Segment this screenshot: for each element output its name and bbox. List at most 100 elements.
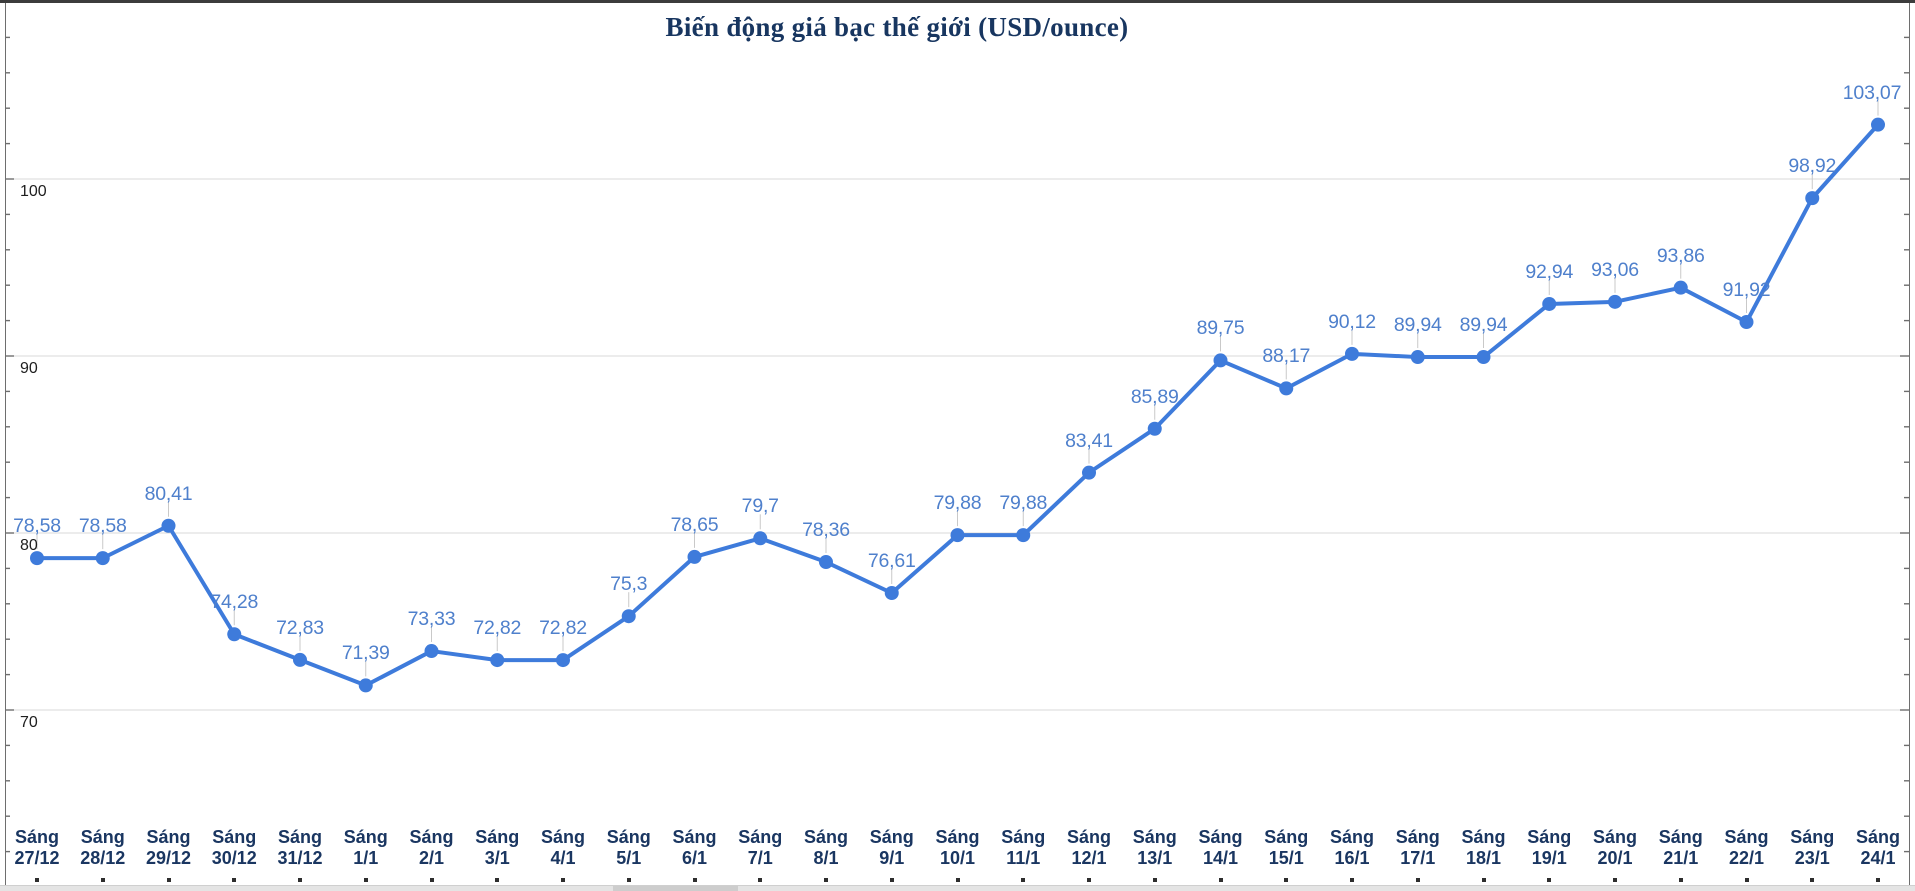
x-axis-tick-dot	[1350, 878, 1354, 882]
data-point-label: 79,7	[741, 495, 779, 518]
data-point-dot[interactable]	[293, 652, 307, 667]
x-label-prefix: Sáng	[803, 827, 848, 847]
x-axis-label: Sáng 22/1	[1707, 827, 1787, 869]
data-point-label: 71,39	[341, 642, 390, 665]
data-point-dot[interactable]	[1476, 350, 1491, 365]
x-axis-tick-dot	[561, 878, 565, 882]
x-axis-tick-dot	[298, 878, 302, 882]
x-label-date: 5/1	[616, 848, 642, 868]
x-axis-label: Sáng 5/1	[589, 827, 669, 869]
data-point-dot[interactable]	[1608, 294, 1622, 309]
x-axis-label: Sáng 31/12	[260, 827, 340, 869]
x-axis-tick-dot	[166, 878, 171, 882]
x-axis-label: Sáng 17/1	[1378, 827, 1458, 869]
y-axis-line-left	[5, 3, 6, 885]
x-axis-label: Sáng 4/1	[523, 827, 603, 869]
data-point-label: 73,33	[407, 608, 456, 631]
x-label-date: 7/1	[747, 848, 773, 868]
x-axis-label: Sáng 11/1	[983, 827, 1063, 869]
data-point-dot[interactable]	[1345, 346, 1359, 361]
y-axis-label: 80	[20, 537, 38, 554]
data-point-dot[interactable]	[1082, 465, 1096, 480]
data-point-dot[interactable]	[490, 653, 505, 668]
x-axis-tick-dot	[495, 878, 500, 882]
x-axis-label: Sáng 20/1	[1575, 827, 1655, 869]
x-label-date: 28/12	[80, 848, 126, 868]
x-label-date: 10/1	[939, 848, 976, 868]
x-axis-tick-dot	[100, 878, 105, 882]
data-point-dot[interactable]	[1410, 350, 1425, 365]
data-point-dot[interactable]	[1279, 381, 1294, 396]
y-axis-label: 70	[20, 714, 38, 731]
data-point-label: 91,92	[1722, 279, 1771, 302]
data-point-label: 89,75	[1196, 317, 1245, 340]
x-label-date: 29/12	[145, 848, 192, 868]
data-point-dot[interactable]	[1673, 280, 1688, 295]
x-label-date: 21/1	[1663, 848, 1699, 868]
data-point-label: 75,3	[610, 573, 648, 596]
x-axis-label: Sáng 10/1	[918, 827, 998, 869]
x-axis-label: Sáng 29/12	[129, 827, 209, 869]
bottom-scrollbar-thumb[interactable]	[613, 886, 738, 891]
x-label-date: 6/1	[681, 848, 708, 868]
data-point-dot[interactable]	[30, 551, 44, 566]
x-label-prefix: Sáng	[1724, 827, 1769, 847]
data-point-dot[interactable]	[687, 549, 702, 564]
data-point-dot[interactable]	[884, 586, 899, 601]
x-axis-tick-dot	[35, 878, 39, 882]
x-axis-tick-dot	[955, 878, 960, 882]
x-axis-tick-dot	[232, 878, 237, 882]
x-label-prefix: Sáng	[1395, 827, 1440, 847]
x-label-date: 19/1	[1531, 848, 1567, 868]
data-point-label: 93,06	[1591, 258, 1639, 281]
x-axis-tick-dot	[1810, 878, 1815, 882]
data-point-dot[interactable]	[1213, 353, 1228, 368]
data-point-dot[interactable]	[950, 528, 965, 543]
x-axis-label: Sáng 24/1	[1838, 827, 1915, 869]
x-label-prefix: Sáng	[935, 827, 980, 847]
x-label-date: 17/1	[1400, 848, 1436, 868]
x-axis-tick-dot	[1218, 878, 1223, 882]
data-point-label: 78,58	[78, 515, 127, 538]
x-axis-label: Sáng 15/1	[1246, 827, 1326, 869]
data-point-label: 103,07	[1842, 81, 1902, 104]
data-point-dot[interactable]	[753, 531, 768, 546]
x-label-date: 2/1	[418, 848, 445, 868]
data-point-dot[interactable]	[1147, 421, 1162, 436]
x-label-prefix: Sáng	[1198, 827, 1243, 847]
data-point-dot[interactable]	[1739, 315, 1754, 330]
x-axis-label: Sáng 3/1	[457, 827, 537, 869]
data-point-label: 78,65	[670, 513, 719, 536]
x-axis-label: Sáng 27/12	[0, 827, 77, 869]
data-point-dot[interactable]	[1871, 117, 1885, 132]
x-axis-label: Sáng 2/1	[392, 827, 472, 869]
y-axis-label: 100	[20, 183, 47, 200]
data-point-dot[interactable]	[621, 609, 636, 624]
data-point-dot[interactable]	[1542, 296, 1557, 311]
x-axis-tick-dot	[1087, 878, 1091, 882]
x-label-date: 4/1	[550, 848, 576, 868]
x-axis-tick-dot	[824, 878, 828, 882]
data-point-dot[interactable]	[1016, 528, 1031, 543]
x-axis-label: Sáng 14/1	[1181, 827, 1261, 869]
x-axis-label: Sáng 23/1	[1772, 827, 1852, 869]
data-point-dot[interactable]	[424, 644, 439, 659]
data-point-label: 92,94	[1525, 260, 1574, 283]
data-point-dot[interactable]	[161, 518, 176, 533]
x-axis-label: Sáng 28/12	[63, 827, 143, 869]
data-point-dot[interactable]	[1805, 191, 1820, 206]
bottom-edge-strip	[0, 885, 1915, 891]
data-point-dot[interactable]	[556, 653, 570, 668]
data-point-dot[interactable]	[95, 551, 110, 566]
data-point-label: 80,41	[144, 482, 193, 505]
data-point-dot[interactable]	[227, 627, 242, 642]
x-label-date: 12/1	[1071, 848, 1107, 868]
data-point-label: 98,92	[1788, 155, 1837, 178]
x-axis-label: Sáng 19/1	[1509, 827, 1589, 869]
data-point-dot[interactable]	[358, 678, 373, 693]
x-label-date: 18/1	[1465, 848, 1502, 868]
x-axis-tick-dot	[889, 878, 894, 882]
data-point-dot[interactable]	[819, 555, 833, 570]
x-axis-label: Sáng 30/12	[194, 827, 274, 869]
x-axis-tick-dot	[1152, 878, 1157, 882]
